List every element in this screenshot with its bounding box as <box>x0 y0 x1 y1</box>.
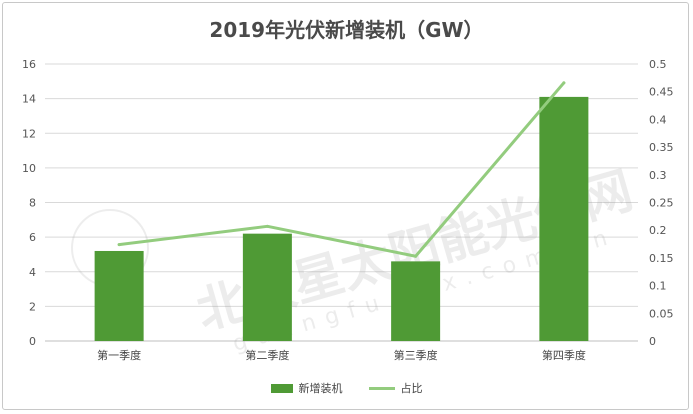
y-right-tick-label: 0.25 <box>649 197 674 210</box>
y-right-tick-label: 0.45 <box>649 86 674 99</box>
legend-label-line: 占比 <box>400 382 423 395</box>
y-right-tick-label: 0.05 <box>649 307 674 320</box>
y-left-tick-label: 10 <box>22 162 36 175</box>
y-right-tick-label: 0.4 <box>649 113 667 126</box>
y-left-tick-label: 6 <box>29 231 36 244</box>
bar <box>391 261 441 341</box>
legend-item-bar: 新增装机 <box>270 380 343 396</box>
y-left-tick-label: 8 <box>29 197 36 210</box>
line-path <box>117 81 566 258</box>
y-right-tick-label: 0.2 <box>649 224 667 237</box>
legend-swatch-bar <box>270 383 293 393</box>
x-axis: 第一季度 第二季度 第三季度 第四季度 <box>97 348 586 362</box>
bar-series <box>94 96 589 341</box>
bar <box>94 250 144 341</box>
line-point <box>265 224 269 228</box>
y-right-tick-label: 0 <box>649 335 656 348</box>
y-left-tick-label: 4 <box>29 266 36 279</box>
y-right-tick-label: 0.3 <box>649 169 667 182</box>
legend-label-bar: 新增装机 <box>298 382 343 395</box>
x-tick-label: 第二季度 <box>245 348 289 362</box>
x-tick-label: 第一季度 <box>97 348 141 362</box>
y-left-tick-label: 2 <box>29 300 36 313</box>
x-tick-label: 第四季度 <box>542 348 586 362</box>
legend: 新增装机 占比 <box>0 380 693 396</box>
x-tick-label: 第三季度 <box>394 348 438 362</box>
y-left-tick-label: 16 <box>22 58 36 71</box>
y-axis-right: 0 0.05 0.1 0.15 0.2 0.25 0.3 0.35 0.4 0.45 0.5 <box>649 58 674 348</box>
bar <box>242 233 292 341</box>
line-series <box>117 81 566 258</box>
y-right-tick-label: 0.15 <box>649 252 674 265</box>
legend-item-line: 占比 <box>368 380 423 396</box>
y-left-tick-label: 12 <box>22 127 36 140</box>
line-point <box>562 81 566 85</box>
y-axis-left: 0 2 4 6 8 10 12 14 16 <box>22 58 36 348</box>
y-left-tick-label: 14 <box>22 93 36 106</box>
line-point <box>117 243 121 247</box>
gridlines <box>45 63 638 342</box>
y-right-tick-label: 0.35 <box>649 141 674 154</box>
line-point <box>414 254 418 258</box>
legend-swatch-line <box>368 386 395 390</box>
y-right-tick-label: 0.1 <box>649 280 667 293</box>
bar <box>539 96 589 341</box>
y-right-tick-label: 0.5 <box>649 58 667 71</box>
chart-title: 2019年光伏新增装机（GW） <box>209 18 484 42</box>
y-left-tick-label: 0 <box>29 335 36 348</box>
